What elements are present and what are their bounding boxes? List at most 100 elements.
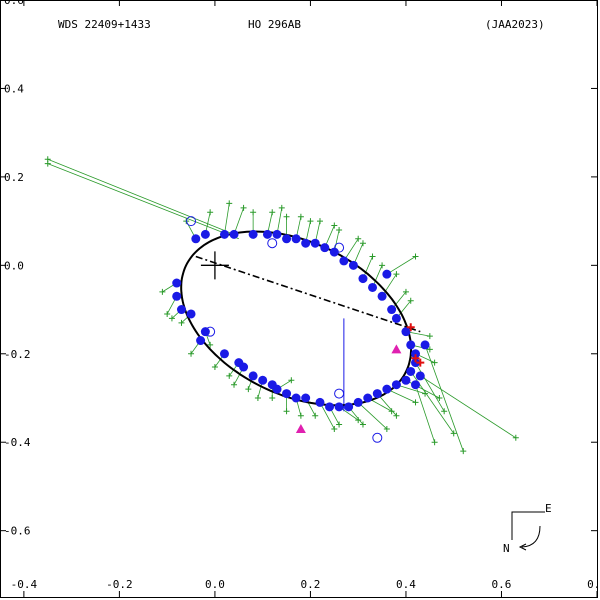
- residual-plus: [231, 381, 238, 388]
- residual-plus: [178, 319, 185, 326]
- measure-point: [368, 282, 378, 292]
- residual-plus: [512, 434, 519, 441]
- residual-plus: [359, 421, 366, 428]
- measure-point: [391, 380, 401, 390]
- measure-point: [310, 238, 320, 248]
- residual-plus: [383, 425, 390, 432]
- residual-plus: [250, 209, 257, 216]
- wds-label: WDS 22409+1433: [58, 18, 151, 31]
- compass-east-label: E: [545, 502, 552, 515]
- residual-line: [233, 207, 244, 235]
- measure-point: [377, 291, 387, 301]
- compass: E N: [503, 502, 552, 555]
- open-circle-point: [372, 432, 383, 443]
- measure-point: [301, 393, 311, 403]
- open-circle-point: [205, 326, 216, 337]
- open-circle-point: [334, 242, 345, 253]
- measure-point: [315, 397, 325, 407]
- measure-point: [372, 389, 382, 399]
- residual-line: [319, 402, 335, 430]
- measure-point: [258, 375, 268, 385]
- residual-plus: [168, 315, 175, 322]
- y-tick-label: 0.4: [4, 82, 24, 95]
- orbit-ellipse: [180, 230, 413, 407]
- residual-plus: [207, 209, 214, 216]
- measure-point: [401, 327, 411, 337]
- line-of-nodes-group: [195, 255, 421, 333]
- residual-plus: [426, 346, 433, 353]
- residual-plus: [331, 425, 338, 432]
- orbit-ellipse-group: [180, 230, 413, 407]
- measure-point: [406, 366, 416, 376]
- residual-plus: [336, 226, 343, 233]
- red-marker: [406, 323, 415, 332]
- measure-point: [291, 234, 301, 244]
- measure-point: [329, 247, 339, 257]
- measure-point: [411, 380, 421, 390]
- compass-arrowhead: [518, 543, 527, 551]
- measure-point: [411, 358, 421, 368]
- measurement-points: [172, 229, 430, 412]
- residual-plus: [245, 386, 252, 393]
- x-tick-label: 0.0: [205, 578, 225, 591]
- outlier-plus: [44, 160, 51, 167]
- residual-line: [357, 402, 388, 430]
- compass-north-label: N: [503, 542, 510, 555]
- residual-line: [396, 384, 426, 394]
- residual-plus: [369, 253, 376, 260]
- residual-plus: [188, 350, 195, 357]
- residual-plus: [269, 209, 276, 216]
- tick-labels: -0.4 -0.2 0.0 0.2 0.4 0.6 0.8 0.6 0.4 0.2 0.0 -0.2 -…: [4, 0, 600, 591]
- measure-point: [363, 393, 373, 403]
- measure-point: [387, 305, 397, 315]
- measure-point: [406, 340, 416, 350]
- special-markers: [295, 323, 425, 433]
- residual-plus: [460, 448, 467, 455]
- measure-point: [196, 336, 206, 346]
- measure-point: [339, 256, 349, 266]
- residual-plus: [278, 204, 285, 211]
- x-tick-label: 0.4: [396, 578, 416, 591]
- open-circle-point: [186, 216, 197, 227]
- measure-point: [239, 362, 249, 372]
- residual-plus: [307, 218, 314, 225]
- residual-plus: [297, 412, 304, 419]
- red-marker: [416, 358, 425, 367]
- residual-plus: [412, 399, 419, 406]
- primary-cross: [200, 251, 229, 280]
- residual-plus: [164, 310, 171, 317]
- residual-plus: [283, 213, 290, 220]
- compass-arc-arrow: [521, 525, 541, 548]
- residual-plus: [226, 200, 233, 207]
- residual-plus: [331, 222, 338, 229]
- measure-point: [186, 309, 196, 319]
- measure-point: [401, 375, 411, 385]
- measure-point: [344, 402, 354, 412]
- outlier-lines: [44, 156, 345, 412]
- measure-point: [411, 349, 421, 359]
- outlier-line: [47, 158, 235, 235]
- y-tick-label: 0.0: [4, 259, 24, 272]
- x-tick-label: 0.2: [301, 578, 321, 591]
- residual-plus: [336, 421, 343, 428]
- primary-star-cross: [200, 251, 229, 280]
- measure-point: [219, 349, 229, 359]
- x-tick-label: 0.8: [587, 578, 600, 591]
- outlier-line: [47, 163, 239, 240]
- open-circle-points: [186, 216, 383, 443]
- residual-line: [224, 203, 230, 235]
- measure-point: [172, 278, 182, 288]
- residual-line: [415, 362, 445, 412]
- measure-point: [191, 234, 201, 244]
- pair-label: HO 296AB: [248, 18, 301, 31]
- y-tick-label: -0.2: [4, 348, 31, 361]
- open-circle-point: [334, 388, 345, 399]
- residual-plus: [355, 235, 362, 242]
- residual-line: [377, 393, 397, 416]
- residual-line: [420, 375, 517, 439]
- residual-plus: [359, 240, 366, 247]
- measure-point: [262, 229, 272, 239]
- measure-point: [358, 274, 368, 284]
